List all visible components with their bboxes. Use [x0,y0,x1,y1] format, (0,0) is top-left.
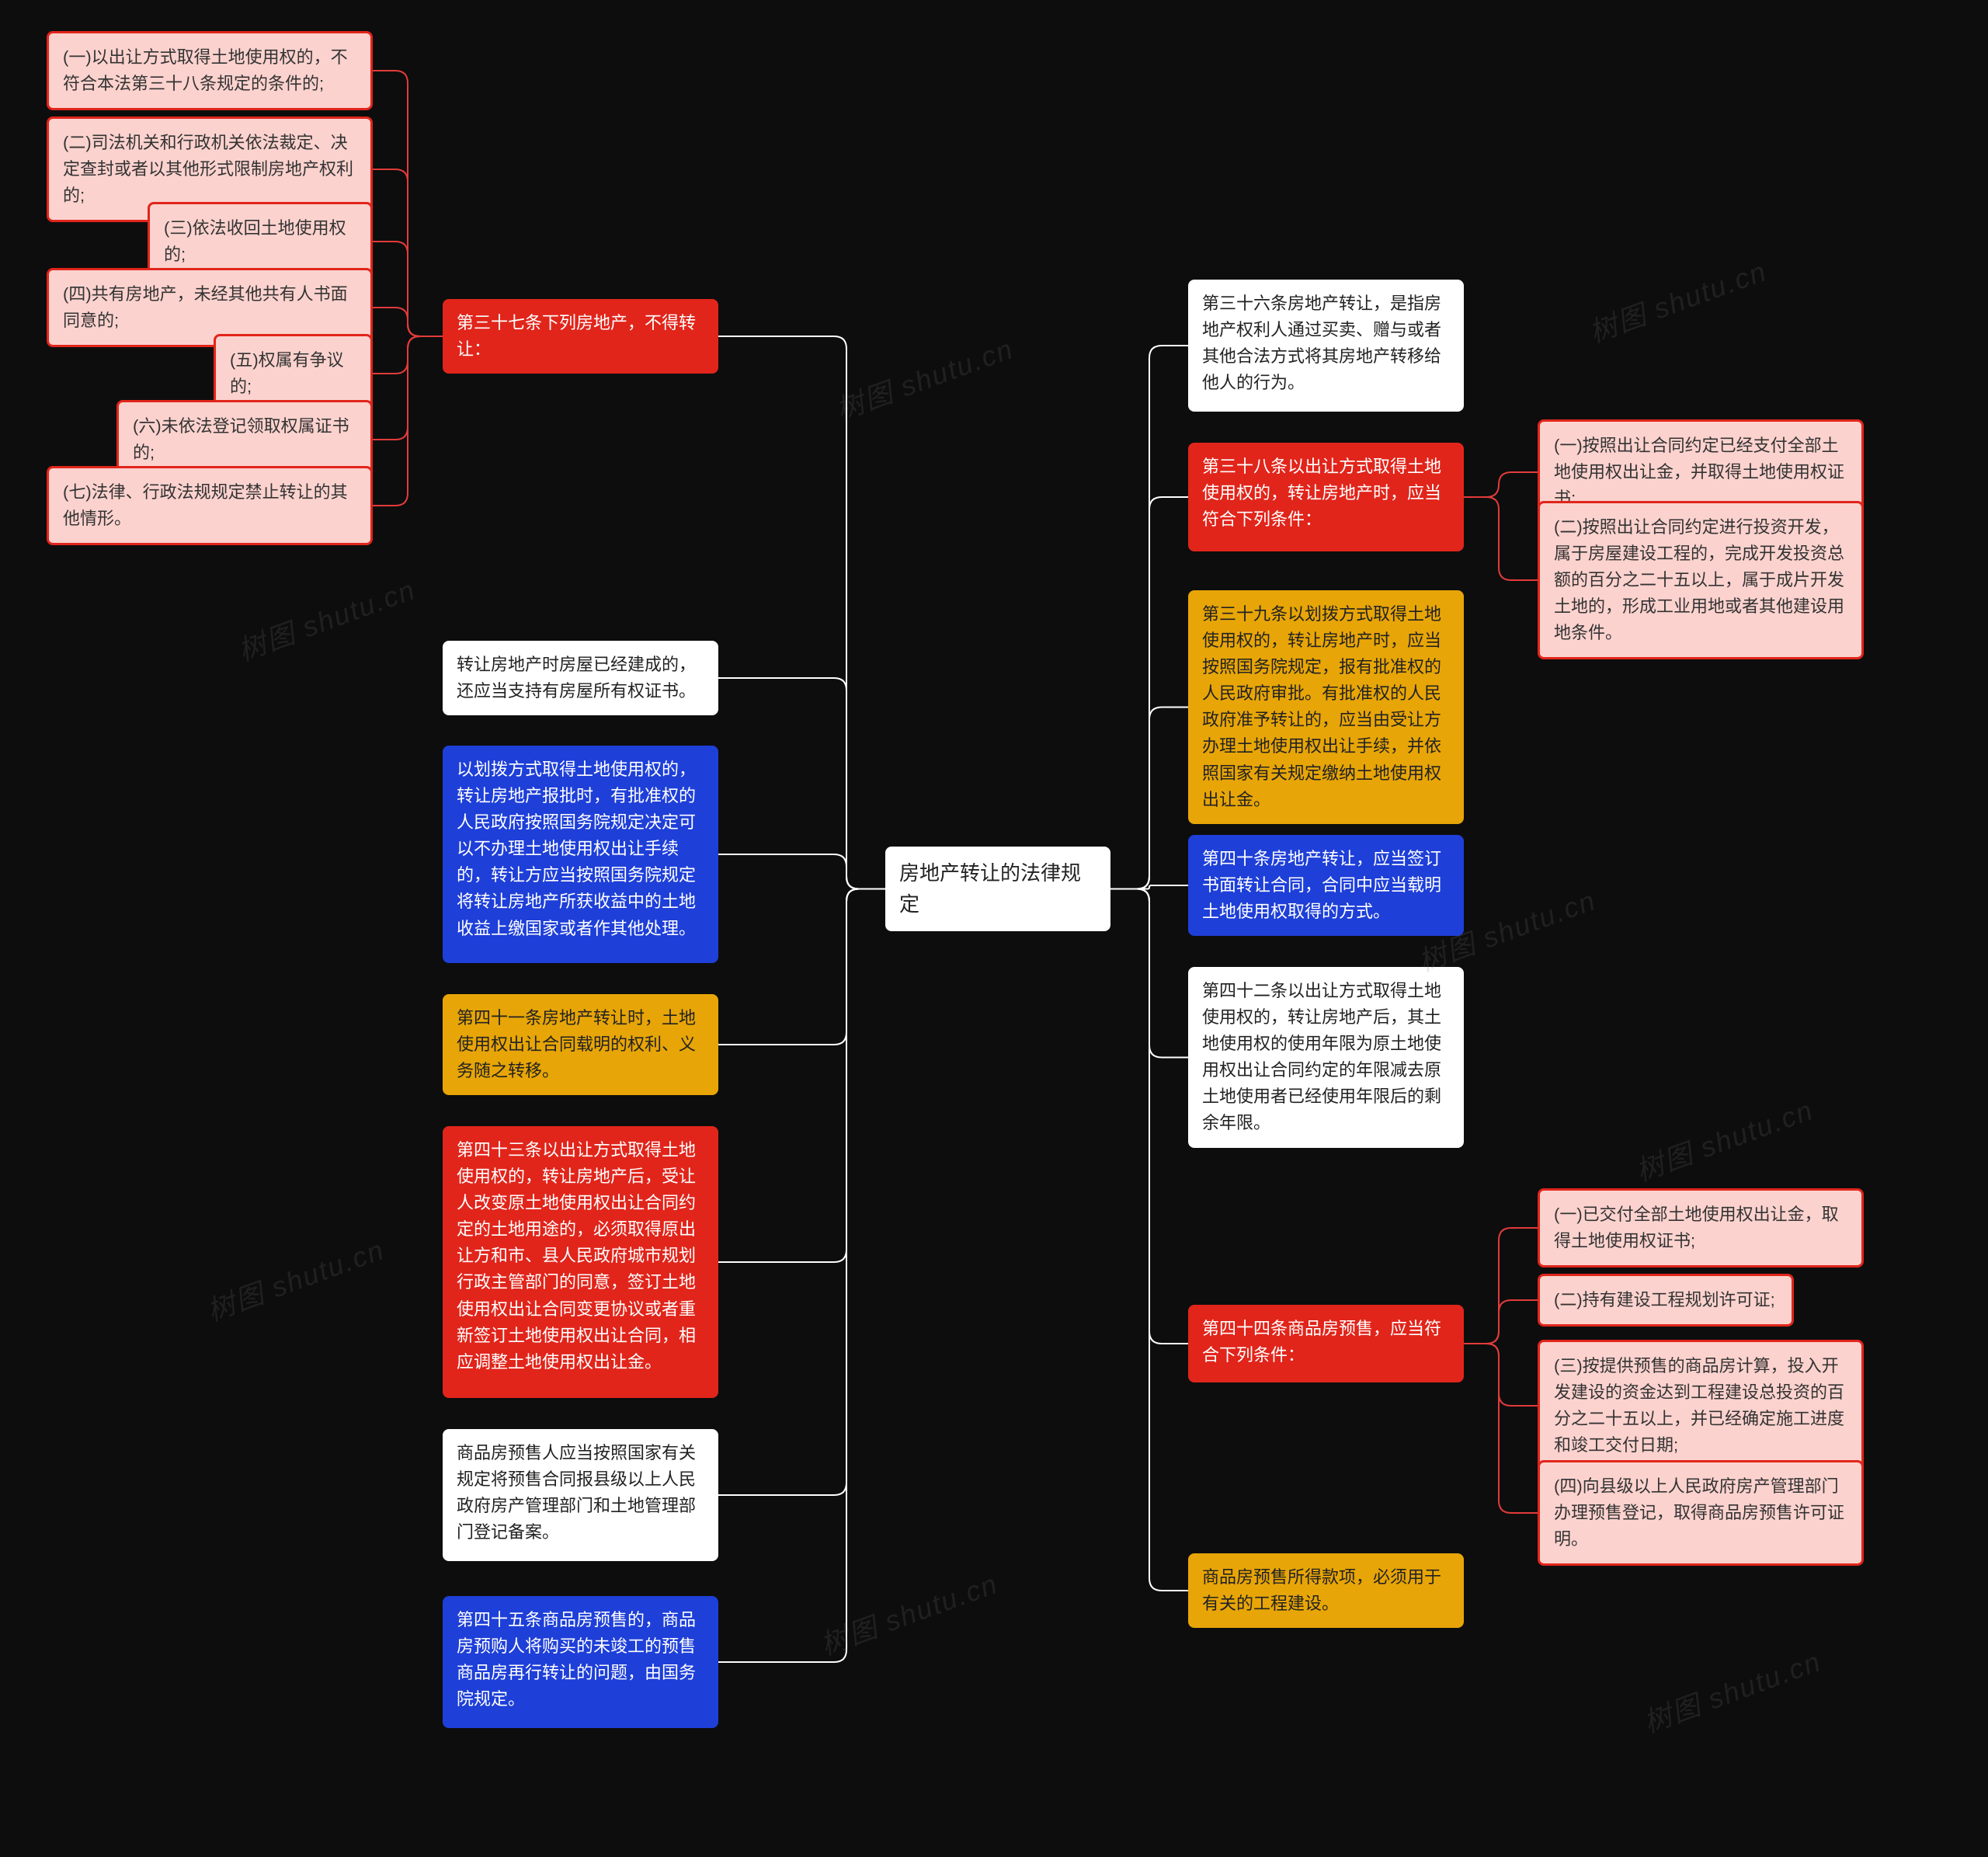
node-root: 房地产转让的法律规定 [885,847,1110,931]
watermark: 树图 shutu.cn [829,327,1018,429]
node-r38b: (二)按照出让合同约定进行投资开发，属于房屋建设工程的，完成开发投资总额的百分之… [1538,501,1864,659]
node-l41: 第四十一条房地产转让时，土地使用权出让合同载明的权利、义务随之转移。 [443,994,718,1095]
mindmap-canvas: 房地产转让的法律规定 第三十六条房地产转让，是指房地产权利人通过买卖、赠与或者其他… [0,0,1988,1857]
node-r36: 第三十六条房地产转让，是指房地产权利人通过买卖、赠与或者其他合法方式将其房地产转… [1188,280,1464,412]
watermark: 树图 shutu.cn [200,1228,389,1330]
node-l_built: 转让房地产时房屋已经建成的，还应当支持有房屋所有权证书。 [443,641,718,715]
node-r42: 第四十二条以出让方式取得土地使用权的，转让房地产后，其土地使用权的使用年限为原土… [1188,967,1464,1148]
node-r40: 第四十条房地产转让，应当签订书面转让合同，合同中应当载明土地使用权取得的方式。 [1188,835,1464,936]
watermark: 树图 shutu.cn [1637,1640,1826,1741]
node-r44a: (一)已交付全部土地使用权出让金，取得土地使用权证书; [1538,1188,1864,1268]
watermark: 树图 shutu.cn [814,1562,1003,1664]
node-l43: 第四十三条以出让方式取得土地使用权的，转让房地产后，受让人改变原土地使用权出让合… [443,1126,718,1398]
node-l37g: (七)法律、行政法规规定禁止转让的其他情形。 [47,466,373,545]
node-l_file: 商品房预售人应当按照国家有关规定将预售合同报县级以上人民政府房产管理部门和土地管… [443,1429,718,1561]
watermark: 树图 shutu.cn [1629,1088,1818,1190]
node-r44c: (三)按提供预售的商品房计算，投入开发建设的资金达到工程建设总投资的百分之二十五… [1538,1340,1864,1472]
node-r44d: (四)向县级以上人民政府房产管理部门办理预售登记，取得商品房预售许可证明。 [1538,1460,1864,1566]
node-l37: 第三十七条下列房地产，不得转让： [443,299,718,374]
node-r39: 第三十九条以划拨方式取得土地使用权的，转让房地产时，应当按照国务院规定，报有批准… [1188,590,1464,824]
node-r44b: (二)持有建设工程规划许可证; [1538,1274,1794,1327]
node-r_presale: 商品房预售所得款项，必须用于有关的工程建设。 [1188,1553,1464,1628]
node-r38: 第三十八条以出让方式取得土地使用权的，转让房地产时，应当符合下列条件： [1188,443,1464,551]
watermark: 树图 shutu.cn [231,568,420,669]
watermark: 树图 shutu.cn [1583,249,1771,351]
node-l45: 第四十五条商品房预售的，商品房预购人将购买的未竣工的预售商品房再行转让的问题，由… [443,1596,718,1728]
node-r44: 第四十四条商品房预售，应当符合下列条件： [1188,1305,1464,1382]
node-l37a: (一)以出让方式取得土地使用权的，不符合本法第三十八条规定的条件的; [47,31,373,110]
node-l_allot: 以划拨方式取得土地使用权的，转让房地产报批时，有批准权的人民政府按照国务院规定决… [443,746,718,963]
